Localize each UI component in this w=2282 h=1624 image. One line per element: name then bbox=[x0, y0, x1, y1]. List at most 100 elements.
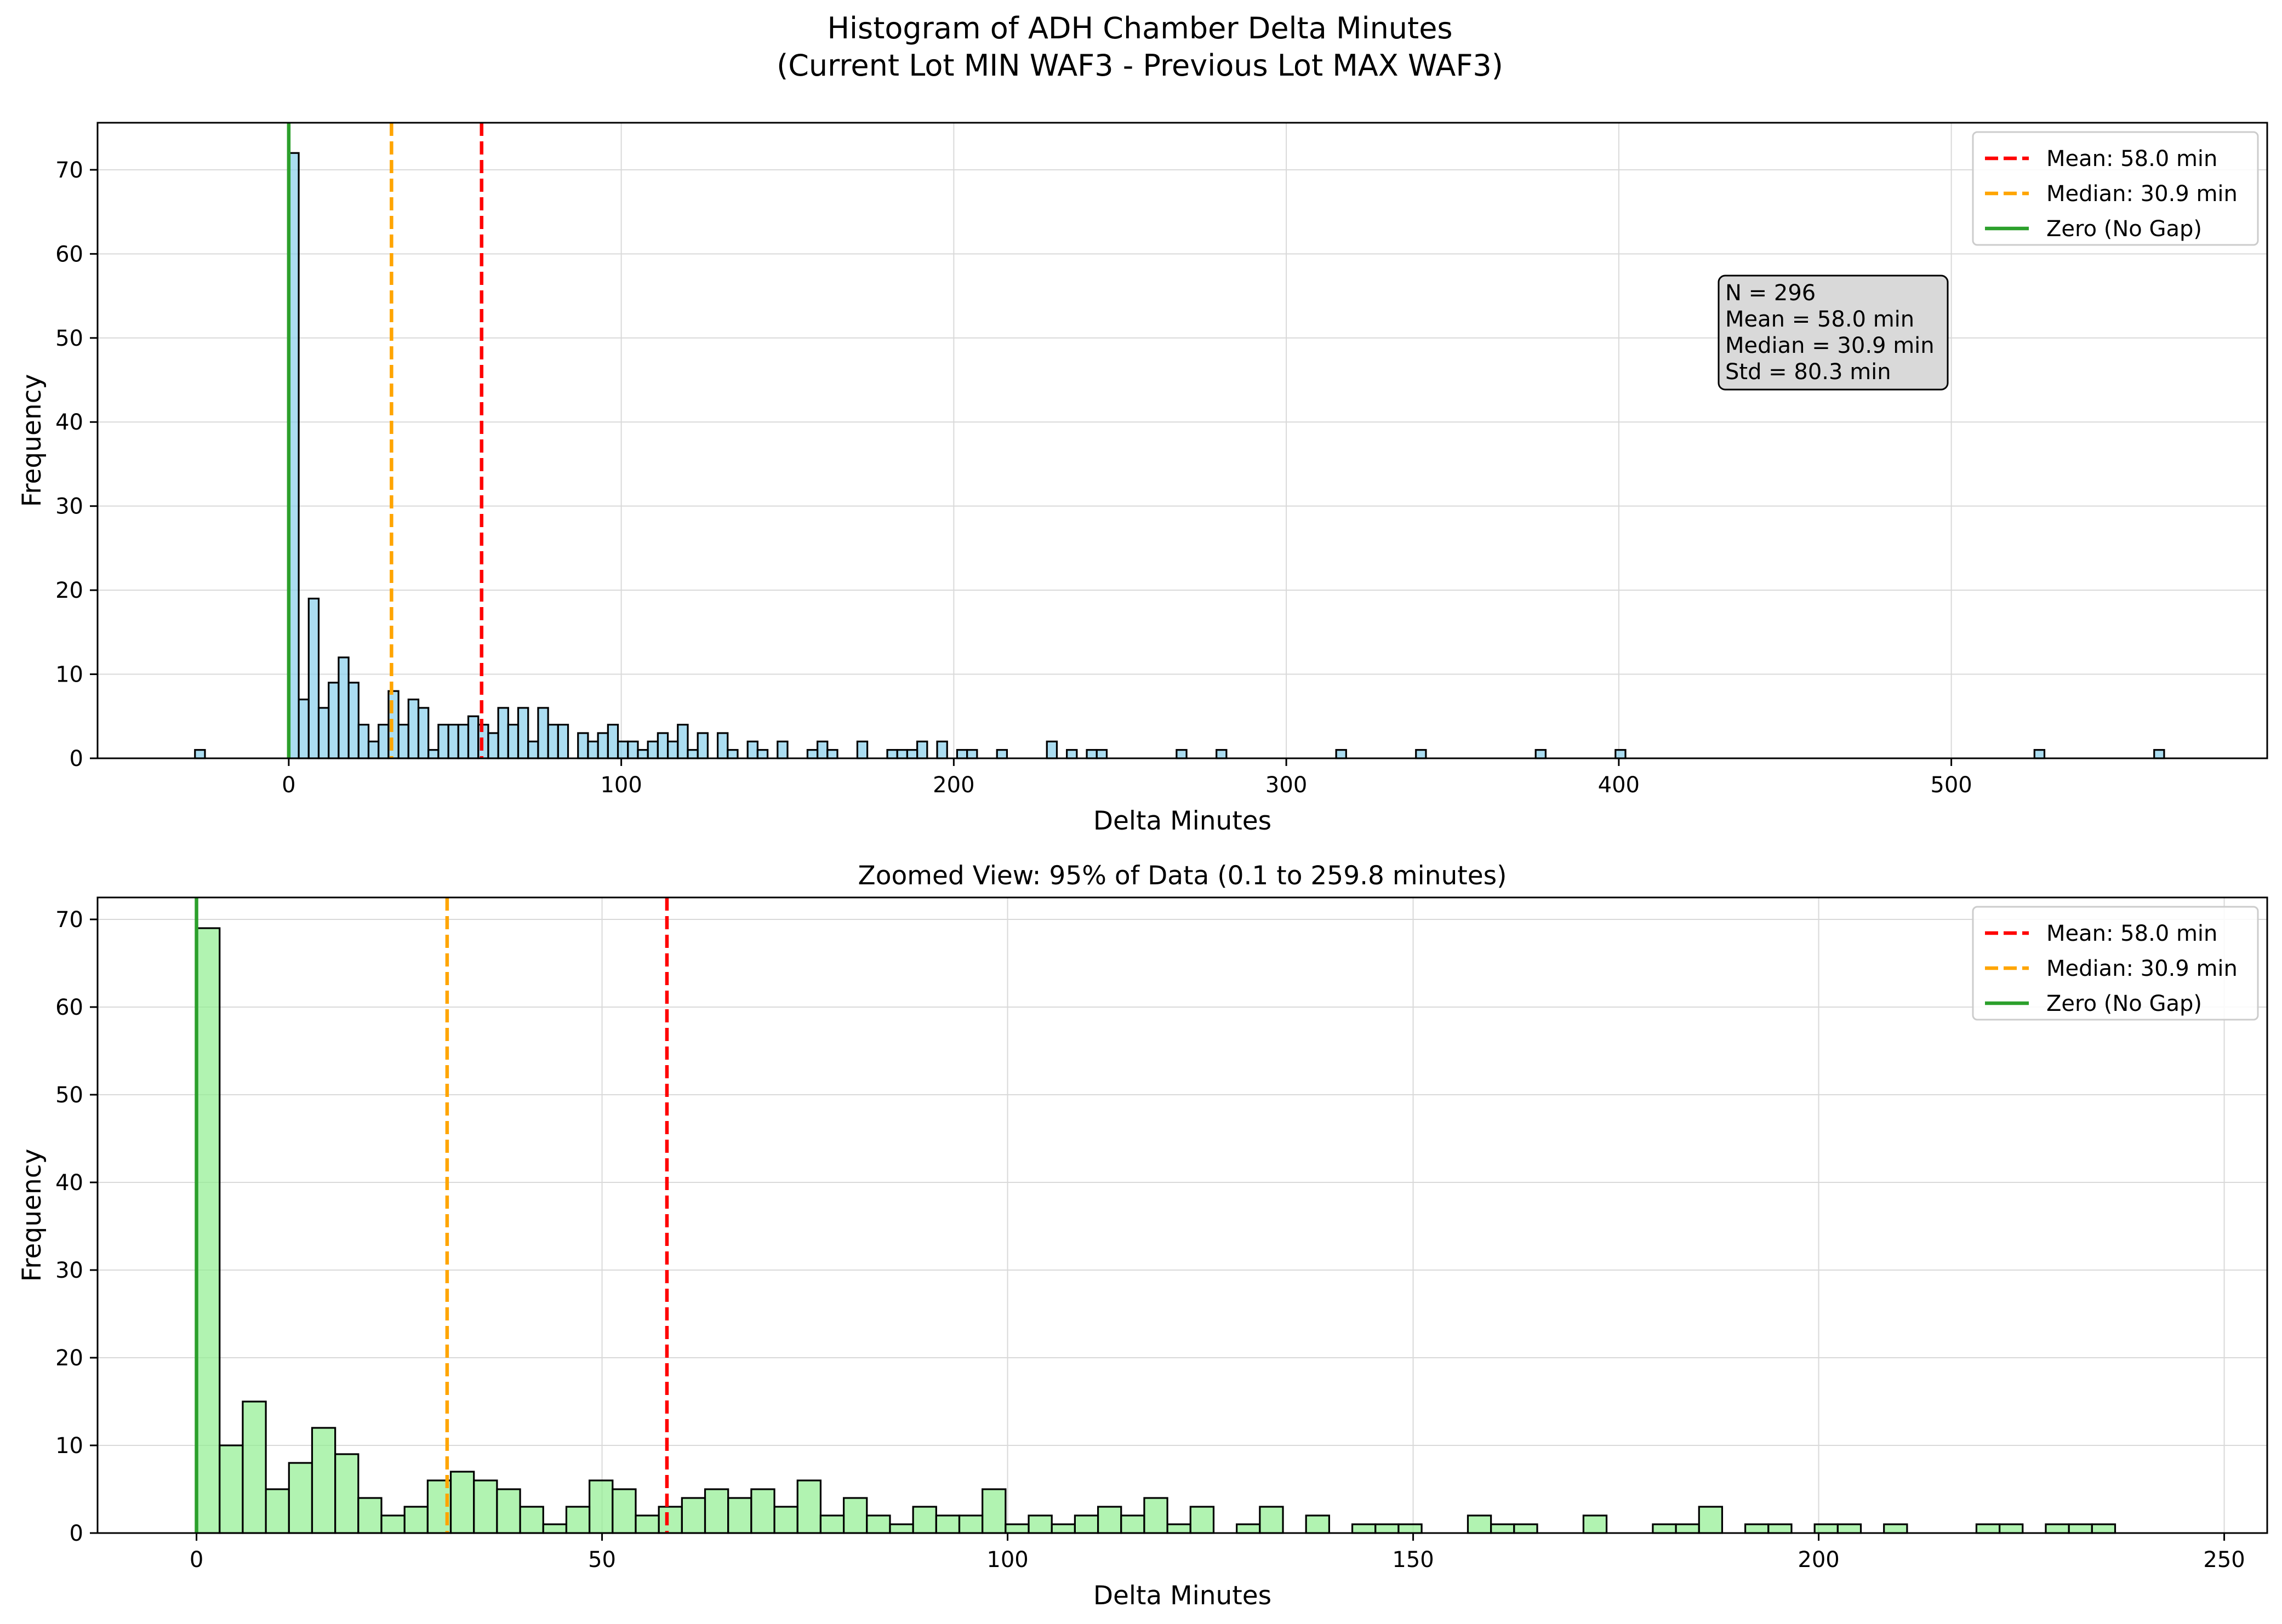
x-tick-label: 0 bbox=[282, 773, 295, 798]
y-tick-label: 50 bbox=[55, 326, 83, 351]
panel-subtitle: Zoomed View: 95% of Data (0.1 to 259.8 m… bbox=[858, 861, 1507, 891]
histogram-bar bbox=[612, 1488, 637, 1534]
histogram-bar bbox=[637, 749, 649, 759]
histogram-bar bbox=[826, 749, 838, 759]
histogram-bar bbox=[1074, 1514, 1099, 1534]
histogram-bar bbox=[677, 724, 689, 759]
histogram-bar bbox=[307, 597, 320, 759]
histogram-bar bbox=[338, 656, 350, 759]
histogram-bar bbox=[819, 1514, 845, 1534]
y-tick-label: 30 bbox=[55, 1258, 83, 1283]
histogram-bar bbox=[473, 1479, 498, 1534]
histogram-bar bbox=[565, 1506, 591, 1534]
histogram-bar bbox=[1534, 749, 1547, 759]
histogram-bar bbox=[347, 682, 360, 759]
histogram-bar bbox=[657, 732, 669, 759]
histogram-bar bbox=[1236, 1523, 1261, 1534]
histogram-bar bbox=[906, 749, 918, 759]
grid-lines bbox=[98, 123, 2267, 759]
histogram-bar bbox=[666, 740, 679, 759]
histogram-bar bbox=[1513, 1523, 1538, 1534]
x-tick-label: 250 bbox=[2203, 1547, 2245, 1572]
histogram-bar bbox=[916, 740, 928, 759]
histogram-bar bbox=[298, 698, 310, 759]
histogram-bar bbox=[403, 1506, 429, 1534]
x-tick-label: 50 bbox=[588, 1547, 616, 1572]
histogram-bar bbox=[357, 1497, 383, 1534]
histogram-bar bbox=[1028, 1514, 1053, 1534]
grid-lines bbox=[98, 897, 2267, 1534]
y-tick-label: 60 bbox=[55, 242, 83, 267]
histogram-bar bbox=[378, 724, 390, 759]
histogram-bar bbox=[1066, 749, 1078, 759]
figure-title-line2: (Current Lot MIN WAF3 - Previous Lot MAX… bbox=[777, 48, 1503, 83]
x-tick-label: 200 bbox=[1798, 1547, 1839, 1572]
stats-box-line: Mean = 58.0 min bbox=[1725, 307, 1914, 332]
histogram-bar bbox=[704, 1488, 729, 1534]
zoomed-histogram-panel: 0 50 100 150 200 250 0 10 20 30 40 50 60 70 Delta Minu… bbox=[17, 861, 2268, 1611]
histogram-bar bbox=[756, 749, 769, 759]
histogram-bar bbox=[777, 740, 789, 759]
histogram-bar bbox=[380, 1514, 406, 1534]
histogram-bar bbox=[467, 715, 480, 759]
x-tick-label: 100 bbox=[986, 1547, 1028, 1572]
histogram-bar bbox=[589, 1479, 614, 1534]
histogram-bar bbox=[1467, 1514, 1492, 1534]
histogram-bar bbox=[1813, 1523, 1839, 1534]
histogram-bar bbox=[1005, 1523, 1030, 1534]
histogram-bar bbox=[1614, 749, 1627, 759]
x-axis-label: Delta Minutes bbox=[1093, 806, 1271, 836]
plot-frame bbox=[96, 896, 2268, 1534]
histogram-bar bbox=[265, 1488, 290, 1534]
histogram-bar bbox=[697, 732, 709, 759]
histogram-bar bbox=[1975, 1523, 2001, 1534]
histogram-bar bbox=[1216, 749, 1228, 759]
histogram-bar bbox=[1767, 1523, 1793, 1534]
histogram-bar bbox=[956, 749, 968, 759]
y-axis-label: Frequency bbox=[17, 1149, 47, 1282]
histogram-bar bbox=[1999, 1523, 2024, 1534]
histogram-bar bbox=[966, 749, 978, 759]
histogram-bar bbox=[1351, 1523, 1377, 1534]
histogram-bar bbox=[896, 749, 909, 759]
y-tick-label: 20 bbox=[55, 1346, 83, 1371]
histogram-bar bbox=[1189, 1506, 1215, 1534]
figure-title-line1: Histogram of ADH Chamber Delta Minutes bbox=[827, 11, 1452, 45]
histogram-bar bbox=[1086, 749, 1098, 759]
histogram-bar bbox=[687, 749, 699, 759]
histogram-bar bbox=[635, 1514, 660, 1534]
y-tick-label: 10 bbox=[55, 662, 83, 688]
histogram-bar bbox=[557, 724, 569, 759]
histogram-bar bbox=[2091, 1523, 2116, 1534]
histogram-bar bbox=[773, 1506, 798, 1534]
y-tick-label: 50 bbox=[55, 1083, 83, 1108]
histogram-bar bbox=[1490, 1523, 1515, 1534]
histogram-bar bbox=[658, 1506, 683, 1534]
histogram-bar bbox=[1836, 1523, 1862, 1534]
histogram-bar bbox=[417, 707, 430, 759]
histogram-bar bbox=[806, 749, 819, 759]
y-axis-label: Frequency bbox=[17, 374, 47, 507]
histogram-bar bbox=[746, 740, 758, 759]
histogram-bar bbox=[317, 707, 330, 759]
legend-entry-label: Median: 30.9 min bbox=[2046, 181, 2238, 207]
histogram-bar bbox=[1046, 740, 1058, 759]
histogram-bar bbox=[796, 1479, 822, 1534]
histogram-bar bbox=[750, 1488, 775, 1534]
legend-box bbox=[1972, 131, 2259, 246]
histogram-bar bbox=[936, 740, 948, 759]
histogram-bar bbox=[487, 732, 499, 759]
histogram-bar bbox=[1335, 749, 1347, 759]
stats-box-line: Std = 80.3 min bbox=[1725, 359, 1891, 385]
histogram-bar bbox=[886, 749, 898, 759]
histogram-bar bbox=[1652, 1523, 1677, 1534]
histogram-bar bbox=[537, 707, 549, 759]
histogram-bar bbox=[447, 724, 459, 759]
legend-entry-label: Median: 30.9 min bbox=[2046, 956, 2238, 981]
y-tick-label: 40 bbox=[55, 410, 83, 435]
histogram-bar bbox=[457, 724, 470, 759]
x-tick-label: 100 bbox=[600, 773, 642, 798]
histogram-bar bbox=[681, 1497, 706, 1534]
histogram-bar bbox=[727, 1497, 752, 1534]
